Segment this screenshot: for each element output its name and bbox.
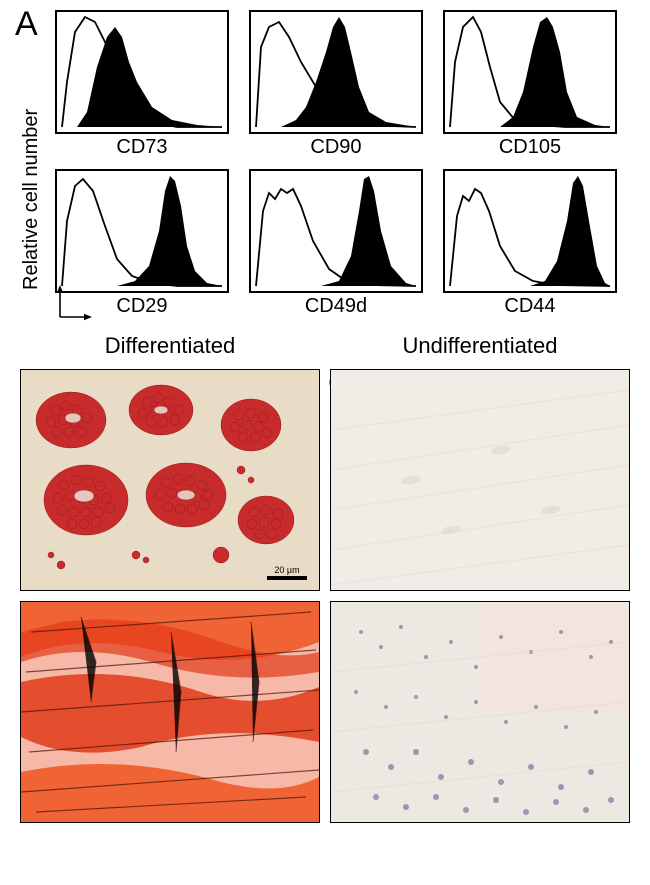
stained-fill (117, 176, 222, 286)
hist-label: CD29 (116, 295, 167, 318)
stained-fill (530, 176, 610, 286)
scale-bar-line (267, 576, 307, 580)
stained-fill (500, 17, 610, 127)
hist-label: CD49d (305, 295, 367, 318)
unstained-line (62, 179, 222, 286)
panel-b: B (20, 369, 320, 591)
hist-box (443, 10, 617, 134)
micrograph-e (330, 601, 630, 823)
hist-label: CD105 (499, 136, 561, 159)
hist-cd105: CD105 (443, 10, 617, 159)
panel-c: C (330, 369, 630, 591)
micrograph-b: 20 µm (20, 369, 320, 591)
panel-a: A Relative cell number CD73 (20, 10, 630, 318)
figure: A Relative cell number CD73 (20, 10, 630, 823)
micrograph-c (330, 369, 630, 591)
hist-cd44: CD44 (443, 169, 617, 318)
micrograph-grid: Differentiated Undifferentiated B (20, 333, 630, 823)
y-axis-label: Relative cell number (20, 109, 43, 290)
micrograph-d (20, 601, 320, 823)
axis-arrows-icon (52, 285, 92, 325)
hist-box (55, 169, 229, 293)
hist-box (249, 10, 423, 134)
hist-label: CD73 (116, 136, 167, 159)
stained-fill (77, 27, 222, 127)
hist-label: CD90 (310, 136, 361, 159)
hist-cd73: CD73 (55, 10, 229, 159)
hist-box (249, 169, 423, 293)
hist-cd90: CD90 (249, 10, 423, 159)
col-header-undifferentiated: Undifferentiated (330, 333, 630, 359)
panel-d: D (20, 601, 320, 823)
hist-cd49d: CD49d (249, 169, 423, 318)
histogram-grid: CD73 CD90 CD105 (55, 10, 615, 318)
panel-a-label: A (15, 5, 38, 44)
scale-bar-text: 20 µm (274, 565, 299, 575)
stained-fill (321, 176, 416, 286)
hist-label: CD44 (504, 295, 555, 318)
hist-box (443, 169, 617, 293)
hist-box (55, 10, 229, 134)
col-header-differentiated: Differentiated (20, 333, 320, 359)
panel-e: E (330, 601, 630, 823)
scale-bar: 20 µm (267, 565, 307, 580)
stained-fill (281, 17, 416, 127)
